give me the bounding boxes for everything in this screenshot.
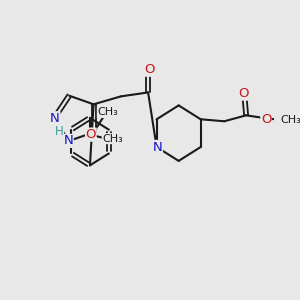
Text: CH₃: CH₃ (102, 134, 123, 144)
Text: N: N (153, 140, 162, 154)
Text: O: O (261, 113, 272, 126)
Text: O: O (238, 87, 249, 100)
Text: O: O (145, 63, 155, 76)
Text: N: N (50, 112, 60, 125)
Text: O: O (85, 128, 96, 141)
Text: N: N (63, 134, 73, 147)
Text: CH₃: CH₃ (280, 115, 300, 125)
Text: CH₃: CH₃ (98, 107, 118, 117)
Text: H: H (55, 125, 64, 139)
